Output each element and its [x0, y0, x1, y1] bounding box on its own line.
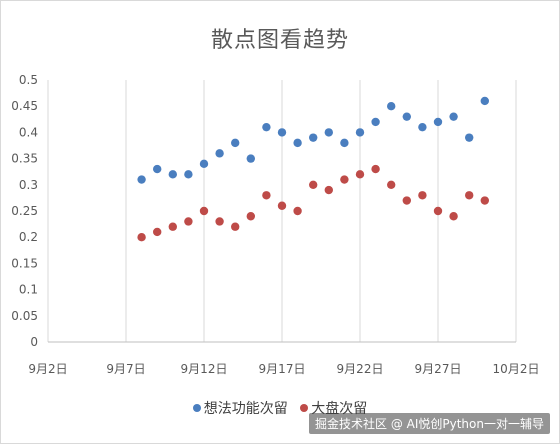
data-point-series-2 [277, 201, 287, 210]
x-tick-label: 9月22日 [337, 362, 384, 376]
data-point-series-2 [418, 191, 427, 200]
x-tick-label: 9月2日 [28, 362, 67, 376]
data-point-series-1 [231, 138, 240, 148]
data-point-series-1 [293, 138, 302, 148]
data-point-series-1 [355, 128, 365, 137]
legend-marker-series-2 [300, 404, 309, 412]
data-point-series-1 [387, 102, 396, 111]
data-point-series-2 [433, 206, 443, 216]
data-point-series-1 [324, 128, 333, 137]
data-point-series-1 [402, 112, 411, 121]
data-point-series-1 [137, 175, 146, 184]
data-point-series-1 [480, 96, 489, 106]
data-point-series-2 [371, 164, 380, 174]
y-tick-label: 0.15 [11, 256, 38, 270]
data-point-series-2 [153, 227, 162, 237]
data-point-series-1 [449, 112, 458, 121]
legend-marker-series-1 [192, 404, 201, 412]
x-tick-label: 9月27日 [415, 362, 462, 376]
data-point-series-1 [340, 138, 349, 148]
watermark: 掘金技术社区 @ AI悦创Python一对一辅导 [309, 413, 550, 434]
data-point-series-2 [355, 170, 365, 179]
y-tick-label: 0 [30, 335, 38, 349]
data-point-series-1 [262, 122, 271, 132]
data-point-series-1 [433, 117, 443, 127]
y-tick-label: 0.2 [19, 230, 38, 244]
data-point-series-2 [199, 206, 209, 216]
legend-item-series-1: 想法功能次留 [192, 398, 288, 418]
data-point-series-1 [199, 159, 209, 169]
y-tick-label: 0.05 [11, 309, 38, 323]
data-point-series-2 [465, 191, 474, 200]
data-point-series-2 [324, 185, 333, 195]
y-tick-label: 0.3 [19, 178, 38, 192]
data-point-series-2 [340, 175, 349, 184]
data-point-series-2 [137, 233, 146, 242]
data-point-series-2 [387, 180, 396, 189]
data-point-series-2 [168, 222, 177, 231]
y-tick-label: 0.5 [19, 73, 38, 87]
data-point-series-1 [184, 170, 193, 179]
data-point-series-2 [293, 206, 302, 216]
y-tick-label: 0.35 [11, 152, 38, 166]
data-point-series-1 [246, 154, 255, 163]
data-point-series-2 [402, 196, 411, 205]
data-point-series-2 [480, 196, 489, 205]
data-point-series-1 [371, 117, 380, 127]
data-point-series-1 [309, 133, 318, 142]
x-tick-label: 9月7日 [106, 362, 145, 376]
y-tick-label: 0.25 [11, 204, 38, 218]
data-point-series-2 [262, 191, 271, 200]
data-point-series-2 [449, 212, 458, 221]
y-tick-label: 0.4 [19, 125, 38, 139]
data-point-series-1 [418, 122, 427, 132]
chart-title: 散点图看趋势 [210, 28, 349, 53]
legend-label-series-1: 想法功能次留 [203, 401, 288, 417]
data-point-series-1 [215, 149, 224, 158]
y-tick-label: 0.45 [11, 99, 38, 113]
data-point-series-1 [465, 133, 474, 142]
data-point-series-1 [153, 164, 162, 174]
data-point-series-2 [231, 222, 240, 231]
data-point-series-1 [168, 170, 177, 179]
data-point-series-2 [184, 217, 193, 226]
x-tick-label: 9月12日 [181, 362, 228, 376]
data-point-series-2 [246, 212, 255, 221]
y-tick-label: 0.1 [19, 283, 38, 297]
x-tick-label: 10月2日 [493, 362, 540, 376]
x-tick-label: 9月17日 [259, 362, 306, 376]
data-point-series-1 [277, 128, 287, 137]
data-point-series-2 [309, 180, 318, 189]
data-point-series-2 [215, 217, 224, 226]
